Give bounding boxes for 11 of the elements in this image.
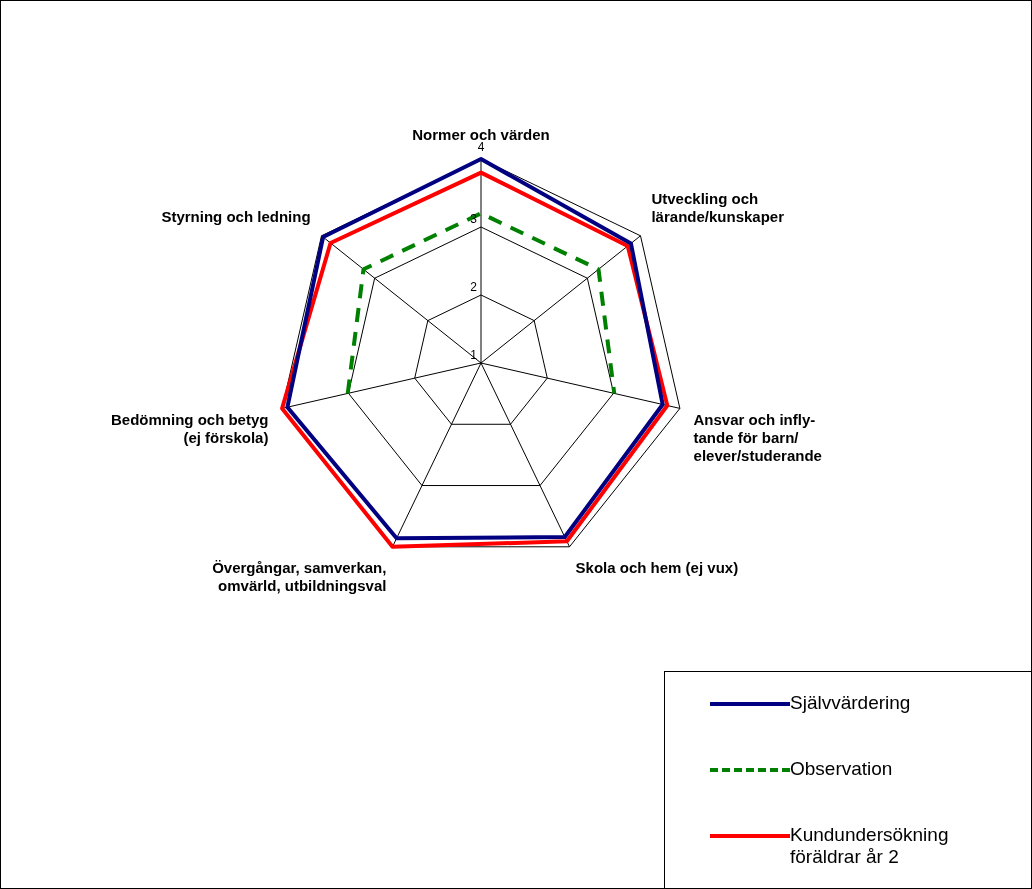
legend-label: Observation <box>790 758 893 780</box>
spoke-label: Utveckling och lärande/kunskaper <box>651 190 785 226</box>
legend-label: Kundundersökning föräldrar år 2 <box>790 824 949 868</box>
spoke-label: Ansvar och infly- tande för barn/ elever/studerande <box>693 410 822 464</box>
spoke-label: Bedömning och betyg (ej förskola) <box>110 410 269 446</box>
legend-label: Självvärdering <box>790 692 911 714</box>
spoke-label: Styrning och ledning <box>161 208 311 226</box>
y-tick-label: 2 <box>470 280 478 295</box>
spoke-label: Skola och hem (ej vux) <box>575 558 739 576</box>
y-tick-label: 4 <box>477 140 485 155</box>
spoke-label: Övergångar, samverkan, omvärld, utbildningsval <box>212 558 387 594</box>
